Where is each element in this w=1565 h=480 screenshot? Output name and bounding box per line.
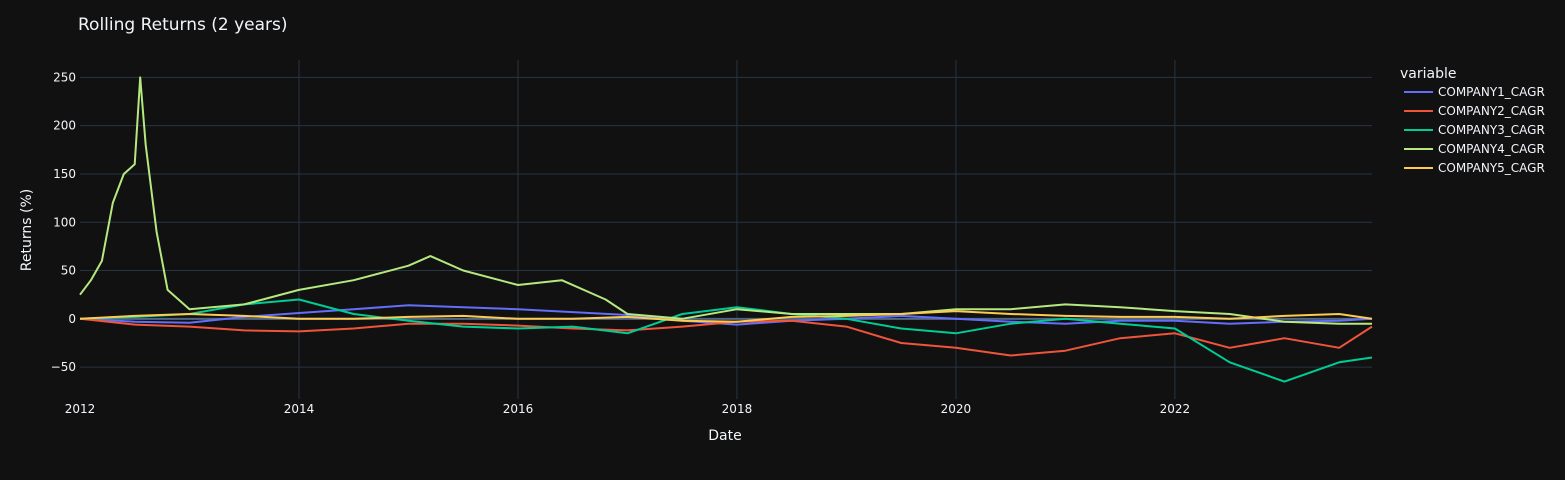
y-tick-label: 150 bbox=[53, 167, 76, 181]
y-tick-label: 0 bbox=[68, 312, 76, 326]
y-tick-label: 250 bbox=[53, 70, 76, 84]
legend-label: COMPANY2_CAGR bbox=[1438, 104, 1545, 118]
legend-label: COMPANY1_CAGR bbox=[1438, 85, 1545, 99]
y-tick-label: 100 bbox=[53, 215, 76, 229]
series-line-5 bbox=[79, 310, 1373, 323]
legend-label: COMPANY4_CAGR bbox=[1438, 142, 1545, 156]
chart-title: Rolling Returns (2 years) bbox=[78, 15, 288, 35]
x-tick-label: 2020 bbox=[941, 402, 972, 416]
y-tick-label: 200 bbox=[53, 119, 76, 133]
series-line-3 bbox=[79, 298, 1373, 383]
x-tick-label: 2014 bbox=[284, 402, 315, 416]
series-lines bbox=[79, 76, 1373, 383]
x-axis-title: Date bbox=[708, 428, 741, 444]
y-tick-label: −50 bbox=[51, 360, 76, 374]
series-line-4 bbox=[79, 76, 1372, 325]
series-line-1 bbox=[79, 304, 1373, 326]
legend-item-2[interactable]: COMPANY2_CAGR bbox=[1404, 104, 1545, 118]
y-axis-ticks: −50 0 50 100 150 200 250 bbox=[51, 70, 76, 374]
legend-item-3[interactable]: COMPANY3_CAGR bbox=[1404, 123, 1545, 137]
legend-label: COMPANY5_CAGR bbox=[1438, 161, 1545, 175]
y-tick-label: 50 bbox=[61, 264, 76, 278]
legend-item-4[interactable]: COMPANY4_CAGR bbox=[1404, 142, 1545, 156]
x-tick-label: 2016 bbox=[503, 402, 534, 416]
legend-item-1[interactable]: COMPANY1_CAGR bbox=[1404, 85, 1545, 99]
legend-title: variable bbox=[1400, 66, 1456, 82]
gridlines bbox=[80, 60, 1372, 399]
legend-label: COMPANY3_CAGR bbox=[1438, 123, 1545, 137]
x-tick-label: 2012 bbox=[65, 402, 96, 416]
x-axis-ticks: 2012 2014 2016 2018 2020 2022 bbox=[65, 402, 1190, 416]
x-tick-label: 2018 bbox=[722, 402, 753, 416]
legend[interactable]: variable COMPANY1_CAGR COMPANY2_CAGR COMPA… bbox=[1400, 66, 1545, 175]
x-tick-label: 2022 bbox=[1160, 402, 1191, 416]
legend-item-5[interactable]: COMPANY5_CAGR bbox=[1404, 161, 1545, 175]
y-axis-title: Returns (%) bbox=[19, 189, 35, 271]
